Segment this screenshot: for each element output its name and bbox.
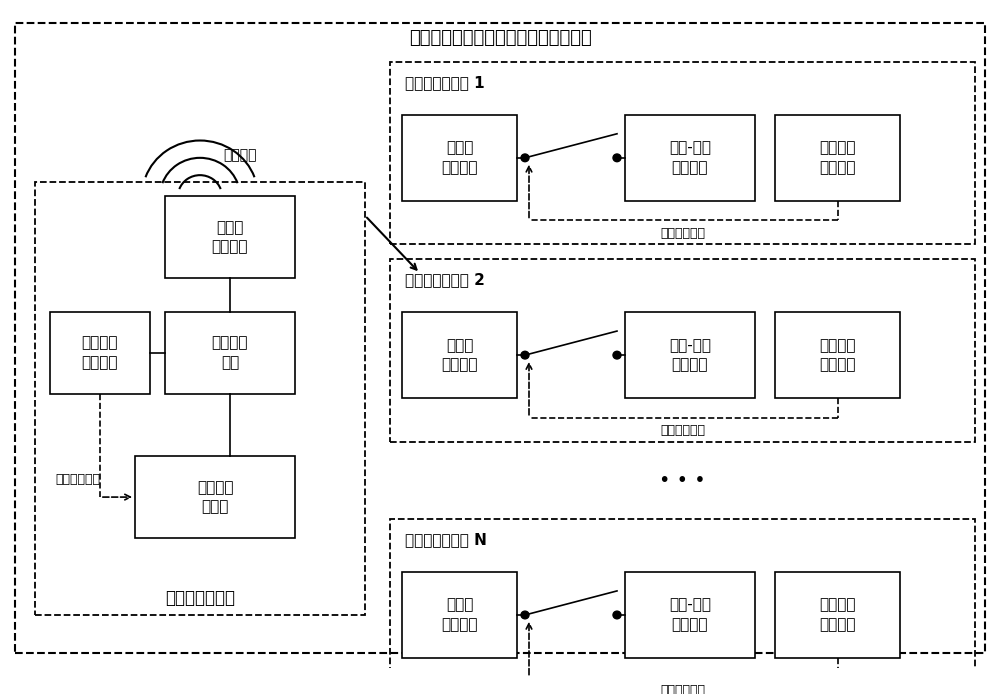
Text: 电磁波
接收单元: 电磁波 接收单元: [441, 338, 478, 373]
FancyBboxPatch shape: [775, 312, 900, 398]
Text: 电磁波
接收单元: 电磁波 接收单元: [441, 140, 478, 175]
FancyBboxPatch shape: [625, 312, 755, 398]
Text: 电磁波
激励单元: 电磁波 激励单元: [212, 220, 248, 255]
FancyBboxPatch shape: [165, 196, 295, 278]
Circle shape: [521, 611, 529, 619]
Text: 开关控制信号: 开关控制信号: [661, 684, 706, 694]
Text: 封闭空间边界（对微波电磁波全反射）: 封闭空间边界（对微波电磁波全反射）: [409, 28, 591, 46]
FancyBboxPatch shape: [165, 312, 295, 393]
FancyBboxPatch shape: [50, 312, 150, 393]
Text: 开关控制信号: 开关控制信号: [661, 227, 706, 240]
Text: 开关控制信号: 开关控制信号: [661, 425, 706, 437]
Text: 频率控制信号: 频率控制信号: [55, 473, 100, 486]
FancyBboxPatch shape: [775, 572, 900, 659]
Text: 无线能量接收器 2: 无线能量接收器 2: [405, 273, 485, 287]
Circle shape: [613, 351, 621, 359]
Text: 无线能量接收器 1: 无线能量接收器 1: [405, 75, 485, 90]
Text: • • •: • • •: [659, 471, 706, 490]
Text: 电磁波
接收单元: 电磁波 接收单元: [441, 598, 478, 632]
FancyBboxPatch shape: [775, 115, 900, 201]
Text: 耦合馈电
单元: 耦合馈电 单元: [212, 335, 248, 370]
Text: 射频-直流
转换单元: 射频-直流 转换单元: [669, 338, 711, 373]
Text: 直流能量
存储单元: 直流能量 存储单元: [819, 598, 856, 632]
Text: 无线能量发射器: 无线能量发射器: [165, 589, 235, 607]
Circle shape: [613, 611, 621, 619]
FancyBboxPatch shape: [402, 572, 517, 659]
Circle shape: [521, 154, 529, 162]
Text: 直流能量
存储单元: 直流能量 存储单元: [819, 338, 856, 373]
Circle shape: [613, 154, 621, 162]
FancyBboxPatch shape: [625, 572, 755, 659]
Text: 无线能量接收器 N: 无线能量接收器 N: [405, 532, 487, 548]
Text: 射频-直流
转换单元: 射频-直流 转换单元: [669, 140, 711, 175]
FancyBboxPatch shape: [402, 312, 517, 398]
Text: 频率可调
微波源: 频率可调 微波源: [197, 480, 233, 514]
Circle shape: [521, 351, 529, 359]
FancyBboxPatch shape: [402, 115, 517, 201]
FancyBboxPatch shape: [625, 115, 755, 201]
FancyBboxPatch shape: [135, 456, 295, 538]
Text: 射频-直流
转换单元: 射频-直流 转换单元: [669, 598, 711, 632]
Text: 微波能量: 微波能量: [223, 149, 257, 162]
Text: 直流能量
存储单元: 直流能量 存储单元: [819, 140, 856, 175]
Text: 回波功率
监测单元: 回波功率 监测单元: [82, 335, 118, 370]
